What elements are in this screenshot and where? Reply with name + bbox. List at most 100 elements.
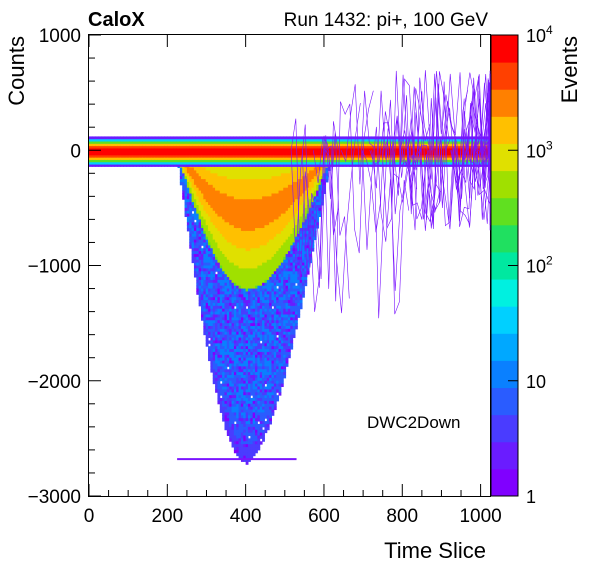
heat-cell [257, 300, 261, 304]
heat-cell [287, 311, 291, 315]
heat-cell [238, 277, 242, 281]
heat-cell [294, 170, 298, 174]
heat-cell [271, 248, 275, 252]
heat-cell [252, 248, 256, 252]
heat-cell [299, 190, 303, 194]
heat-cell [290, 196, 294, 200]
baseline-cell [89, 138, 93, 142]
baseline-cell [170, 157, 175, 160]
heat-cell [278, 181, 282, 186]
heat-cell [226, 294, 230, 298]
heat-cell [215, 366, 218, 370]
heat-cell [215, 334, 218, 339]
baseline-cell [201, 157, 206, 160]
heat-cell [316, 199, 319, 203]
heat-cell [240, 326, 244, 330]
heat-cell [292, 167, 296, 171]
baseline-cell [214, 154, 218, 158]
heat-cell [287, 259, 291, 264]
heat-cell [212, 377, 216, 382]
heat-cell [233, 210, 237, 215]
heat-cell [269, 302, 272, 307]
heat-cell [243, 409, 247, 413]
heat-cell [271, 285, 275, 290]
heat-cell [205, 216, 209, 220]
heat-cell [217, 216, 221, 220]
heat-cell [269, 340, 272, 344]
heat-cell [247, 219, 251, 223]
heat-cell [243, 242, 247, 246]
heat-cell [318, 179, 322, 183]
heat-cell [196, 279, 200, 284]
heat-cell [266, 253, 270, 258]
heat-cell [259, 354, 263, 359]
heat-cell [222, 199, 225, 203]
heat-cell [229, 233, 233, 238]
heat-cell [250, 389, 254, 393]
heat-cell [273, 176, 277, 180]
heat-cell [210, 259, 214, 264]
heat-cell [193, 173, 197, 177]
heat-cell [233, 256, 237, 261]
heat-cell [278, 320, 282, 324]
baseline-cell [123, 159, 128, 163]
heat-cell [200, 204, 204, 209]
heat-cell [252, 219, 256, 223]
heat-cell [294, 242, 298, 246]
heat-cell [264, 274, 268, 278]
heat-cell [203, 271, 207, 275]
heat-cell [257, 199, 261, 203]
heat-cell [299, 277, 303, 281]
heat-cell [318, 213, 322, 218]
heat-cell [215, 349, 218, 353]
heat-cell [290, 282, 294, 287]
heat-cell [264, 230, 268, 235]
heat-cell [287, 351, 291, 356]
heat-cell [250, 351, 254, 356]
heat-cell [226, 300, 230, 304]
baseline-cell [148, 154, 153, 158]
heat-cell [212, 279, 216, 284]
heat-cell [200, 216, 204, 220]
heat-cell [198, 179, 202, 183]
heat-cell [247, 213, 251, 218]
baseline-cell [132, 154, 137, 158]
baseline-cell [167, 138, 171, 142]
heat-cell [264, 170, 268, 174]
heat-cell [290, 256, 294, 261]
heat-cell [285, 297, 289, 301]
heat-cell [217, 251, 221, 255]
baseline-cell [208, 161, 212, 165]
heat-cell [215, 331, 218, 336]
heat-cell [259, 351, 263, 356]
heat-cell [252, 308, 256, 313]
heat-cell [186, 202, 190, 206]
heat-cell [224, 354, 228, 359]
heat-cell [252, 432, 256, 436]
heat-cell [245, 403, 249, 408]
heat-cell [224, 377, 228, 382]
heat-cell [226, 328, 230, 333]
heat-cell [269, 317, 272, 321]
heat-cell [271, 389, 275, 393]
heat-cell [264, 349, 268, 353]
heat-cell [252, 190, 256, 194]
heat-cell [306, 239, 310, 243]
heat-cell [215, 225, 218, 229]
heat-cell [302, 277, 305, 281]
heat-cell [252, 423, 256, 428]
heat-cell [243, 277, 247, 281]
heat-cell [205, 297, 209, 301]
heat-cell [238, 432, 242, 436]
heat-cell [250, 441, 254, 445]
heat-cell [252, 349, 256, 353]
heat-cell [212, 346, 216, 350]
heat-cell [243, 274, 247, 278]
heat-cell [215, 346, 218, 350]
heat-cell [243, 262, 247, 266]
heat-cell [217, 380, 221, 385]
heat-cell [294, 268, 298, 272]
heat-cell [226, 395, 230, 399]
heat-cell [208, 297, 211, 301]
heat-cell [200, 300, 204, 304]
